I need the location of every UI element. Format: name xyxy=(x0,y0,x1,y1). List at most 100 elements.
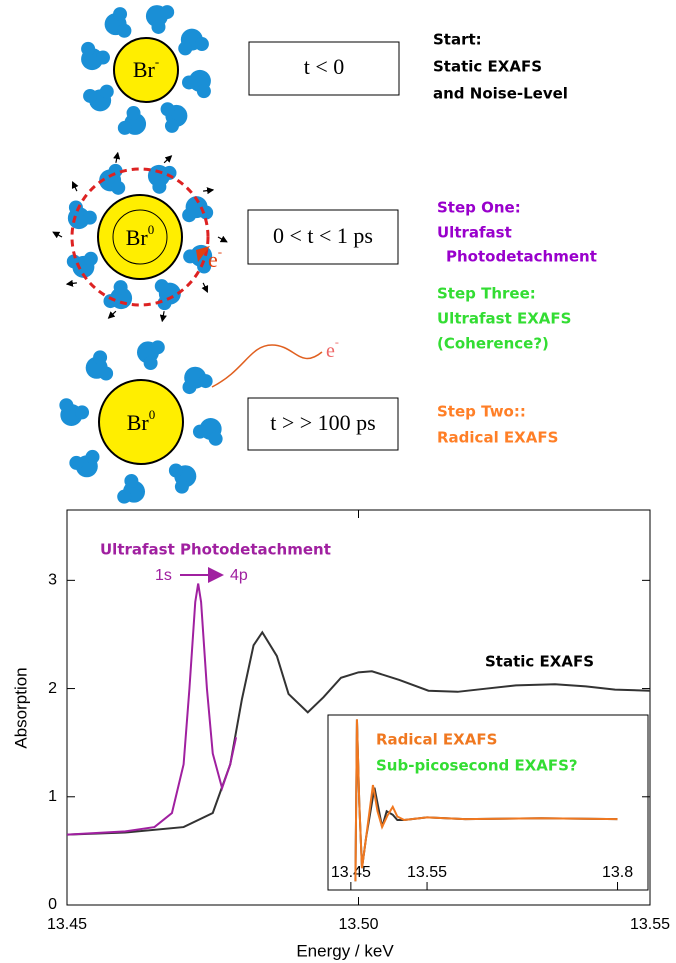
hydrogen xyxy=(75,405,89,419)
hydrogen xyxy=(197,84,211,98)
water xyxy=(161,102,188,133)
figure: Br- t < 0 Br0 e- 0 < t < 1 ps Br0 e- t >… xyxy=(0,0,676,963)
x-tick-label: 13.50 xyxy=(338,916,378,933)
hydrogen xyxy=(209,432,223,446)
water xyxy=(137,340,165,370)
annotation: 4p xyxy=(230,567,248,584)
hydrogen xyxy=(199,374,213,388)
hydrogen xyxy=(81,42,95,56)
water xyxy=(117,474,145,504)
electron-label: e- xyxy=(208,244,222,272)
motion-arrow xyxy=(164,156,171,163)
hydrogen xyxy=(83,89,97,103)
water xyxy=(148,165,177,194)
motion-arrow xyxy=(203,190,213,191)
y-tick-label: 0 xyxy=(48,896,57,913)
hydrogen xyxy=(117,490,131,504)
electron-charge: - xyxy=(335,335,339,349)
step-label: Start: xyxy=(433,31,482,49)
motion-arrow xyxy=(67,283,77,284)
motion-arrow xyxy=(203,283,207,292)
x-tick-label: 13.55 xyxy=(630,916,670,933)
hydrogen xyxy=(175,480,189,494)
hydrogen xyxy=(117,24,131,38)
hydrogen xyxy=(124,474,138,488)
step-label: and Noise-Level xyxy=(433,85,568,103)
water xyxy=(155,279,181,310)
hydrogen xyxy=(84,252,98,266)
electron-label: e- xyxy=(326,335,339,362)
hydrogen xyxy=(169,464,183,478)
hydrogen xyxy=(165,119,179,133)
hydrogen xyxy=(151,20,165,34)
hydrogen xyxy=(100,85,114,99)
electron-symbol: e xyxy=(208,247,218,272)
hydrogen xyxy=(151,340,165,354)
hydrogen xyxy=(195,37,209,51)
hydrogen xyxy=(111,181,125,195)
hydrogen xyxy=(99,366,113,380)
hydrogen xyxy=(85,450,99,464)
ion-charge: 0 xyxy=(149,407,156,422)
water xyxy=(193,418,223,446)
x-tick-label: 13.55 xyxy=(407,864,447,881)
x-tick-label: 13.45 xyxy=(47,916,87,933)
step-label: Ultrafast xyxy=(437,224,512,242)
water xyxy=(146,5,174,34)
motion-arrow xyxy=(53,232,62,237)
motion-arrow xyxy=(116,153,118,163)
water xyxy=(103,280,132,309)
hydrogen xyxy=(155,279,169,293)
x-axis-label: Energy / keV xyxy=(296,941,394,960)
water xyxy=(86,350,113,380)
hydrogen xyxy=(152,180,166,194)
step-label: Photodetachment xyxy=(446,248,597,266)
annotation: Sub-picosecond EXAFS? xyxy=(376,757,578,775)
water xyxy=(118,106,146,135)
y-axis-label: Absorption xyxy=(11,667,30,748)
step-label: Static EXAFS xyxy=(433,58,542,76)
hydrogen xyxy=(103,294,117,308)
time-label: t > > 100 ps xyxy=(270,410,376,435)
hydrogen xyxy=(193,425,207,439)
ion-symbol: Br xyxy=(133,57,156,82)
x-tick-label: 13.8 xyxy=(602,864,633,881)
water xyxy=(69,450,99,477)
y-tick-label: 3 xyxy=(48,572,57,589)
motion-arrow xyxy=(73,182,77,191)
ion-symbol: Br xyxy=(127,410,150,435)
water xyxy=(81,42,110,70)
step-label: Radical EXAFS xyxy=(437,429,558,447)
water xyxy=(178,29,209,56)
hydrogen xyxy=(118,121,132,135)
step-labels: Start: Static EXAFS and Noise-Level Step… xyxy=(433,31,597,447)
step-label: Ultrafast EXAFS xyxy=(437,310,571,328)
hydrogen xyxy=(113,7,127,21)
electron-charge: - xyxy=(218,244,222,259)
hydrogen xyxy=(59,398,73,412)
hydrogen xyxy=(127,106,141,120)
hydrogen xyxy=(93,350,107,364)
step-label: (Coherence?) xyxy=(437,335,549,353)
water xyxy=(169,464,196,494)
electron-path xyxy=(212,345,322,387)
hydrogen xyxy=(178,41,192,55)
step-label: Step Three: xyxy=(437,285,536,303)
water xyxy=(183,367,213,394)
hydrogen xyxy=(114,280,128,294)
step-label: Step Two:: xyxy=(437,403,526,421)
water xyxy=(182,70,211,98)
y-tick-label: 1 xyxy=(48,788,57,805)
annotation: Ultrafast Photodetachment xyxy=(100,541,331,559)
ion-charge: 0 xyxy=(148,222,155,237)
data-line xyxy=(67,584,236,835)
hydrogen xyxy=(182,208,196,222)
ion-symbol: Br xyxy=(126,225,149,250)
hydrogen xyxy=(161,102,175,116)
time-label: t < 0 xyxy=(304,54,345,79)
motion-arrow xyxy=(162,311,164,321)
hydrogen xyxy=(96,51,110,65)
motion-arrow xyxy=(218,237,227,242)
water xyxy=(68,200,97,229)
hydrogen xyxy=(69,456,83,470)
